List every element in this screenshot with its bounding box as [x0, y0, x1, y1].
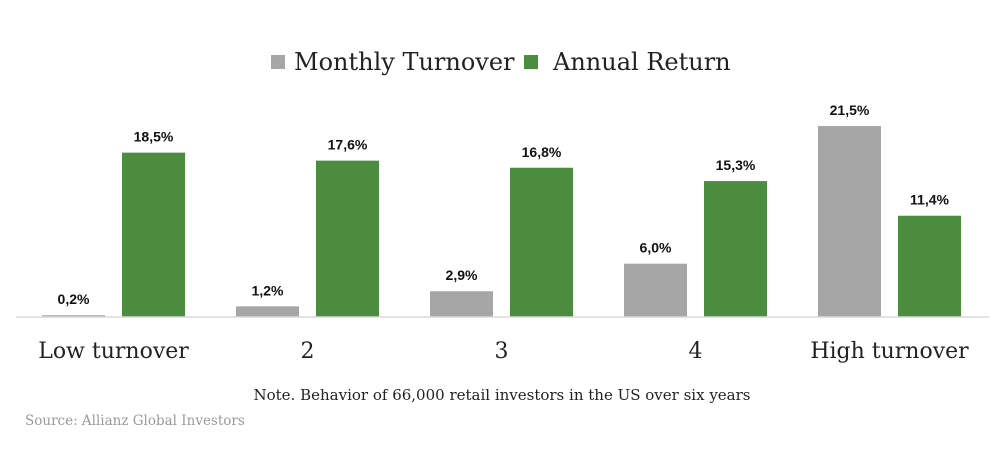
- category-label-5: High turnover: [810, 339, 969, 364]
- category-label-1: Low turnover: [38, 339, 189, 364]
- bar-monthly-turnover-1: [42, 315, 105, 317]
- data-label-monthly-turnover-1: 0,2%: [58, 291, 90, 307]
- bars: 0,2% 18,5% 1,2% 17,6% 2,9% 16,8% 6,0% 15,3% 21,5…: [42, 102, 961, 317]
- data-label-annual-return-2: 17,6%: [328, 137, 368, 153]
- chart-source: Source: Allianz Global Investors: [25, 413, 245, 429]
- data-label-annual-return-3: 16,8%: [522, 144, 562, 160]
- legend-swatch-annual-return: [524, 55, 538, 69]
- bar-monthly-turnover-2: [236, 306, 299, 317]
- data-label-monthly-turnover-5: 21,5%: [830, 102, 870, 118]
- legend-swatch-monthly-turnover: [271, 55, 285, 69]
- data-label-annual-return-5: 11,4%: [910, 192, 949, 208]
- category-labels: Low turnover 2 3 4 High turnover: [38, 339, 969, 364]
- bar-annual-return-3: [510, 167, 573, 317]
- data-label-monthly-turnover-2: 1,2%: [252, 282, 284, 298]
- data-label-annual-return-1: 18,5%: [134, 129, 174, 145]
- bar-monthly-turnover-3: [430, 291, 493, 317]
- bar-monthly-turnover-4: [624, 263, 687, 317]
- legend-label-monthly-turnover: Monthly Turnover: [294, 48, 515, 76]
- bar-annual-return-4: [704, 181, 767, 317]
- data-label-monthly-turnover-4: 6,0%: [640, 240, 672, 256]
- legend: Monthly Turnover Annual Return: [271, 48, 731, 76]
- bar-annual-return-1: [122, 152, 185, 317]
- data-label-monthly-turnover-3: 2,9%: [446, 267, 478, 283]
- bar-monthly-turnover-5: [818, 126, 881, 317]
- chart-note: Note. Behavior of 66,000 retail investor…: [254, 386, 751, 404]
- bar-annual-return-5: [898, 215, 961, 317]
- legend-label-annual-return: Annual Return: [552, 48, 731, 76]
- category-label-4: 4: [689, 339, 703, 364]
- bar-annual-return-2: [316, 160, 379, 317]
- category-label-3: 3: [495, 339, 509, 364]
- data-label-annual-return-4: 15,3%: [716, 157, 756, 173]
- category-label-2: 2: [301, 339, 315, 364]
